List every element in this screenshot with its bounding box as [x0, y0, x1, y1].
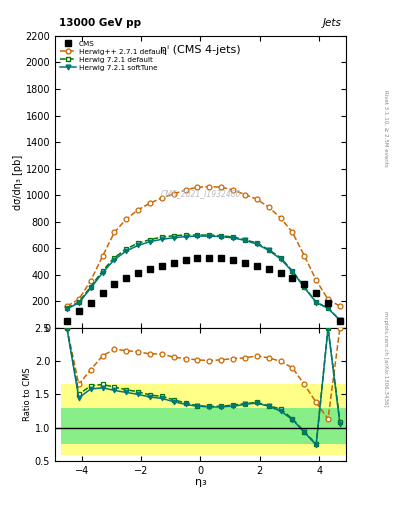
Legend: CMS, Herwig++ 2.7.1 default, Herwig 7.2.1 default, Herwig 7.2.1 softTune: CMS, Herwig++ 2.7.1 default, Herwig 7.2.… [57, 38, 168, 73]
Text: Rivet 3.1.10, ≥ 2.5M events: Rivet 3.1.10, ≥ 2.5M events [384, 90, 388, 166]
Text: Jets: Jets [323, 18, 342, 28]
Y-axis label: Ratio to CMS: Ratio to CMS [23, 368, 32, 421]
Text: CMS_2021_I1932460: CMS_2021_I1932460 [160, 189, 241, 198]
X-axis label: η₃: η₃ [195, 477, 206, 487]
Text: ηⁱ (CMS 4-jets): ηⁱ (CMS 4-jets) [160, 45, 241, 55]
Text: 13000 GeV pp: 13000 GeV pp [59, 18, 141, 28]
Text: mcplots.cern.ch [arXiv:1306.3436]: mcplots.cern.ch [arXiv:1306.3436] [384, 311, 388, 406]
Y-axis label: dσ/dη₃ [pb]: dσ/dη₃ [pb] [13, 154, 23, 209]
